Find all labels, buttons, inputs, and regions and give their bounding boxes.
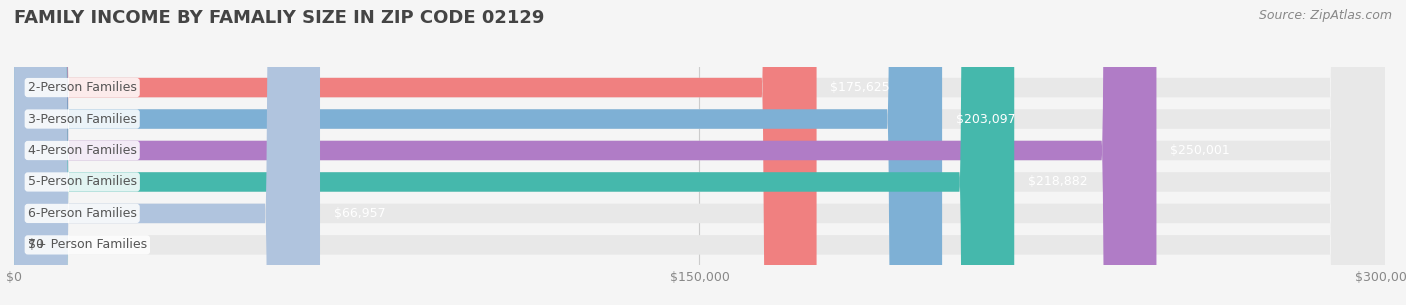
Text: 7+ Person Families: 7+ Person Families — [28, 239, 146, 251]
FancyBboxPatch shape — [14, 0, 942, 305]
Text: Source: ZipAtlas.com: Source: ZipAtlas.com — [1258, 9, 1392, 22]
Text: 3-Person Families: 3-Person Families — [28, 113, 136, 126]
Text: $175,625: $175,625 — [831, 81, 890, 94]
Text: 4-Person Families: 4-Person Families — [28, 144, 136, 157]
FancyBboxPatch shape — [14, 0, 1385, 305]
Text: $66,957: $66,957 — [333, 207, 385, 220]
Text: $250,001: $250,001 — [1170, 144, 1230, 157]
FancyBboxPatch shape — [14, 0, 1385, 305]
FancyBboxPatch shape — [14, 0, 1385, 305]
FancyBboxPatch shape — [14, 0, 1385, 305]
FancyBboxPatch shape — [14, 0, 321, 305]
Text: 5-Person Families: 5-Person Families — [28, 175, 136, 188]
FancyBboxPatch shape — [14, 0, 1385, 305]
FancyBboxPatch shape — [14, 0, 1014, 305]
FancyBboxPatch shape — [14, 0, 817, 305]
Text: $218,882: $218,882 — [1028, 175, 1088, 188]
Text: 2-Person Families: 2-Person Families — [28, 81, 136, 94]
Text: $203,097: $203,097 — [956, 113, 1015, 126]
Text: FAMILY INCOME BY FAMALIY SIZE IN ZIP CODE 02129: FAMILY INCOME BY FAMALIY SIZE IN ZIP COD… — [14, 9, 544, 27]
Text: $0: $0 — [28, 239, 44, 251]
FancyBboxPatch shape — [14, 0, 1157, 305]
FancyBboxPatch shape — [14, 0, 1385, 305]
Text: 6-Person Families: 6-Person Families — [28, 207, 136, 220]
